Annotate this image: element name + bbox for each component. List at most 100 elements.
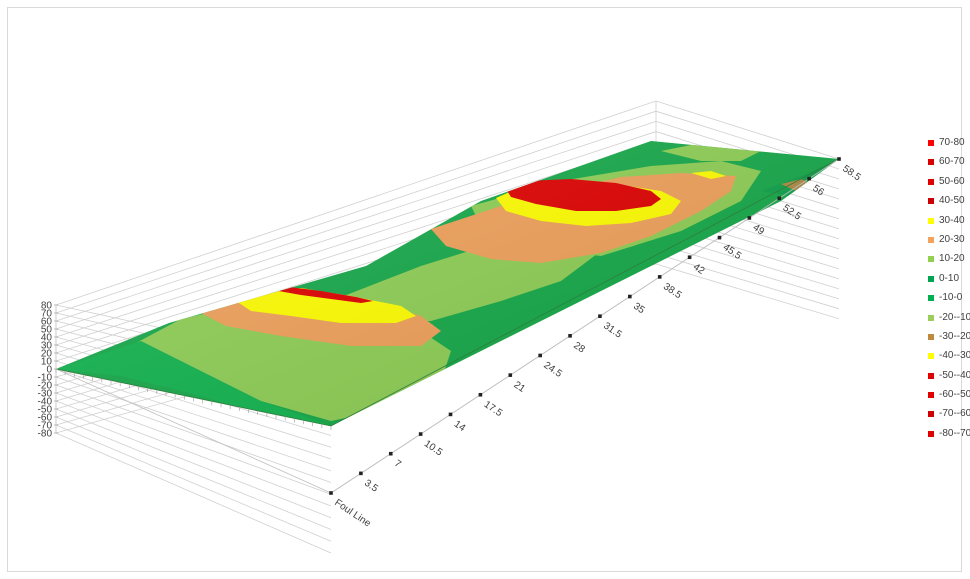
depth-tick-marker (538, 353, 542, 358)
side-gridline (55, 392, 332, 495)
depth-tick-label: 35 (631, 301, 647, 317)
depth-tick-label: 10.5 (422, 438, 445, 458)
depth-tick-label: 24.5 (541, 360, 564, 380)
depth-tick-label: 28 (571, 340, 587, 356)
surface-mesh (56, 141, 839, 426)
legend-swatch (928, 353, 934, 360)
depth-tick-label: 7 (392, 458, 403, 470)
legend-label: -10-0 (939, 292, 963, 304)
legend-swatch (928, 295, 934, 302)
depth-tick-label: 3.5 (362, 478, 380, 495)
legend-label: -70--60 (939, 408, 970, 420)
legend-label: -80--70 (939, 427, 970, 439)
z-tick-label: 20 (41, 349, 53, 360)
back-gridline-right (655, 253, 840, 310)
depth-tick-marker (657, 275, 662, 279)
side-gridline (55, 384, 332, 483)
z-tick-label: 40 (41, 333, 53, 344)
legend-label: 40-50 (939, 195, 965, 207)
legend-label: 10-20 (939, 253, 965, 265)
depth-tick-label: Foul Line (332, 497, 373, 529)
side-gridline (55, 376, 332, 472)
legend-swatch (928, 411, 934, 418)
depth-tick-label: 58.5 (840, 163, 863, 183)
depth-tick-marker (418, 432, 423, 436)
side-gridline (55, 408, 332, 519)
depth-tick-label: 56 (810, 183, 826, 199)
depth-tick-marker (478, 392, 483, 397)
depth-tick-label: 31.5 (601, 321, 624, 341)
depth-tick-marker (687, 255, 692, 260)
legend-swatch (928, 236, 934, 243)
z-tick-label: 0 (46, 365, 52, 376)
legend-label: 50-60 (939, 175, 965, 187)
legend-label: 0-10 (939, 272, 960, 284)
depth-tick-label: 52.5 (781, 203, 804, 223)
back-gridline-right (655, 100, 840, 160)
z-tick-label: -10 (38, 373, 53, 384)
legend-label: 30-40 (939, 214, 965, 226)
legend-swatch (928, 178, 934, 185)
depth-tick-marker (837, 157, 841, 161)
legend-swatch (928, 198, 934, 205)
depth-tick-marker (448, 412, 453, 417)
z-tick-label: -70 (38, 421, 53, 432)
surface-sheen (56, 141, 839, 426)
depth-tick-marker (747, 216, 752, 220)
legend-swatch (928, 140, 934, 146)
back-gridline (55, 131, 657, 330)
legend-label: -60--50 (939, 389, 970, 401)
legend-swatch (928, 159, 934, 166)
legend-swatch (928, 430, 934, 437)
back-gridline (55, 110, 657, 314)
z-tick-label: -20 (38, 381, 53, 392)
back-gridline (55, 120, 657, 322)
back-gridline (55, 100, 657, 306)
z-tick-label: -30 (38, 389, 53, 400)
legend-label: 60-70 (939, 156, 965, 168)
side-gridline (55, 368, 332, 460)
legend-label: -20--10 (939, 311, 970, 323)
legend-swatch (928, 256, 934, 263)
depth-tick-marker (598, 314, 602, 318)
depth-tick-marker (329, 491, 333, 495)
depth-axis-line (330, 158, 840, 494)
legend-swatch (928, 372, 934, 379)
depth-tick-marker (717, 235, 722, 240)
legend-label: 20-30 (939, 233, 965, 245)
z-axis: 80706050403020100-10-20-30-40-50-60-70-8… (38, 301, 332, 440)
depth-tick-marker (777, 196, 782, 201)
z-tick-label: 60 (41, 317, 53, 328)
depth-tick-marker (359, 471, 363, 476)
legend-swatch (928, 392, 934, 399)
z-tick-label: -80 (38, 429, 53, 440)
z-tick-label: 80 (41, 301, 53, 312)
depth-tick-label: 38.5 (661, 281, 684, 301)
z-tick-label: -40 (38, 397, 53, 408)
depth-tick-marker (568, 334, 572, 338)
legend-label: -50--40 (939, 369, 970, 381)
depth-tick-marker (807, 176, 811, 181)
legend-label: -30--20 (939, 330, 970, 342)
back-gridline-right (655, 243, 840, 300)
back-gridline (55, 141, 657, 338)
legend-swatch (928, 333, 934, 340)
depth-tick-marker (508, 373, 513, 377)
legend-label: -40--30 (939, 350, 970, 362)
legend-swatch (928, 314, 934, 321)
depth-tick-label: 21 (512, 379, 528, 395)
depth-tick-marker (388, 451, 393, 456)
back-gridline-right (655, 263, 840, 320)
side-gridline (55, 424, 332, 542)
z-tick-label: 30 (41, 341, 53, 352)
depth-tick-label: 17.5 (482, 399, 505, 419)
z-tick-label: 10 (41, 357, 53, 368)
z-tick-label: -50 (38, 405, 53, 416)
depth-tick-label: 14 (452, 419, 468, 435)
side-gridline (55, 400, 332, 507)
legend-label: 70-80 (939, 137, 965, 148)
legend-swatch (928, 275, 934, 282)
z-tick-label: -60 (38, 413, 53, 424)
depth-tick-marker (628, 294, 632, 299)
chart-area: 80 70 60 50 40 30 20 10 0 -10 -20 -30 -40 -50 -60 -70 -8… (7, 7, 970, 572)
